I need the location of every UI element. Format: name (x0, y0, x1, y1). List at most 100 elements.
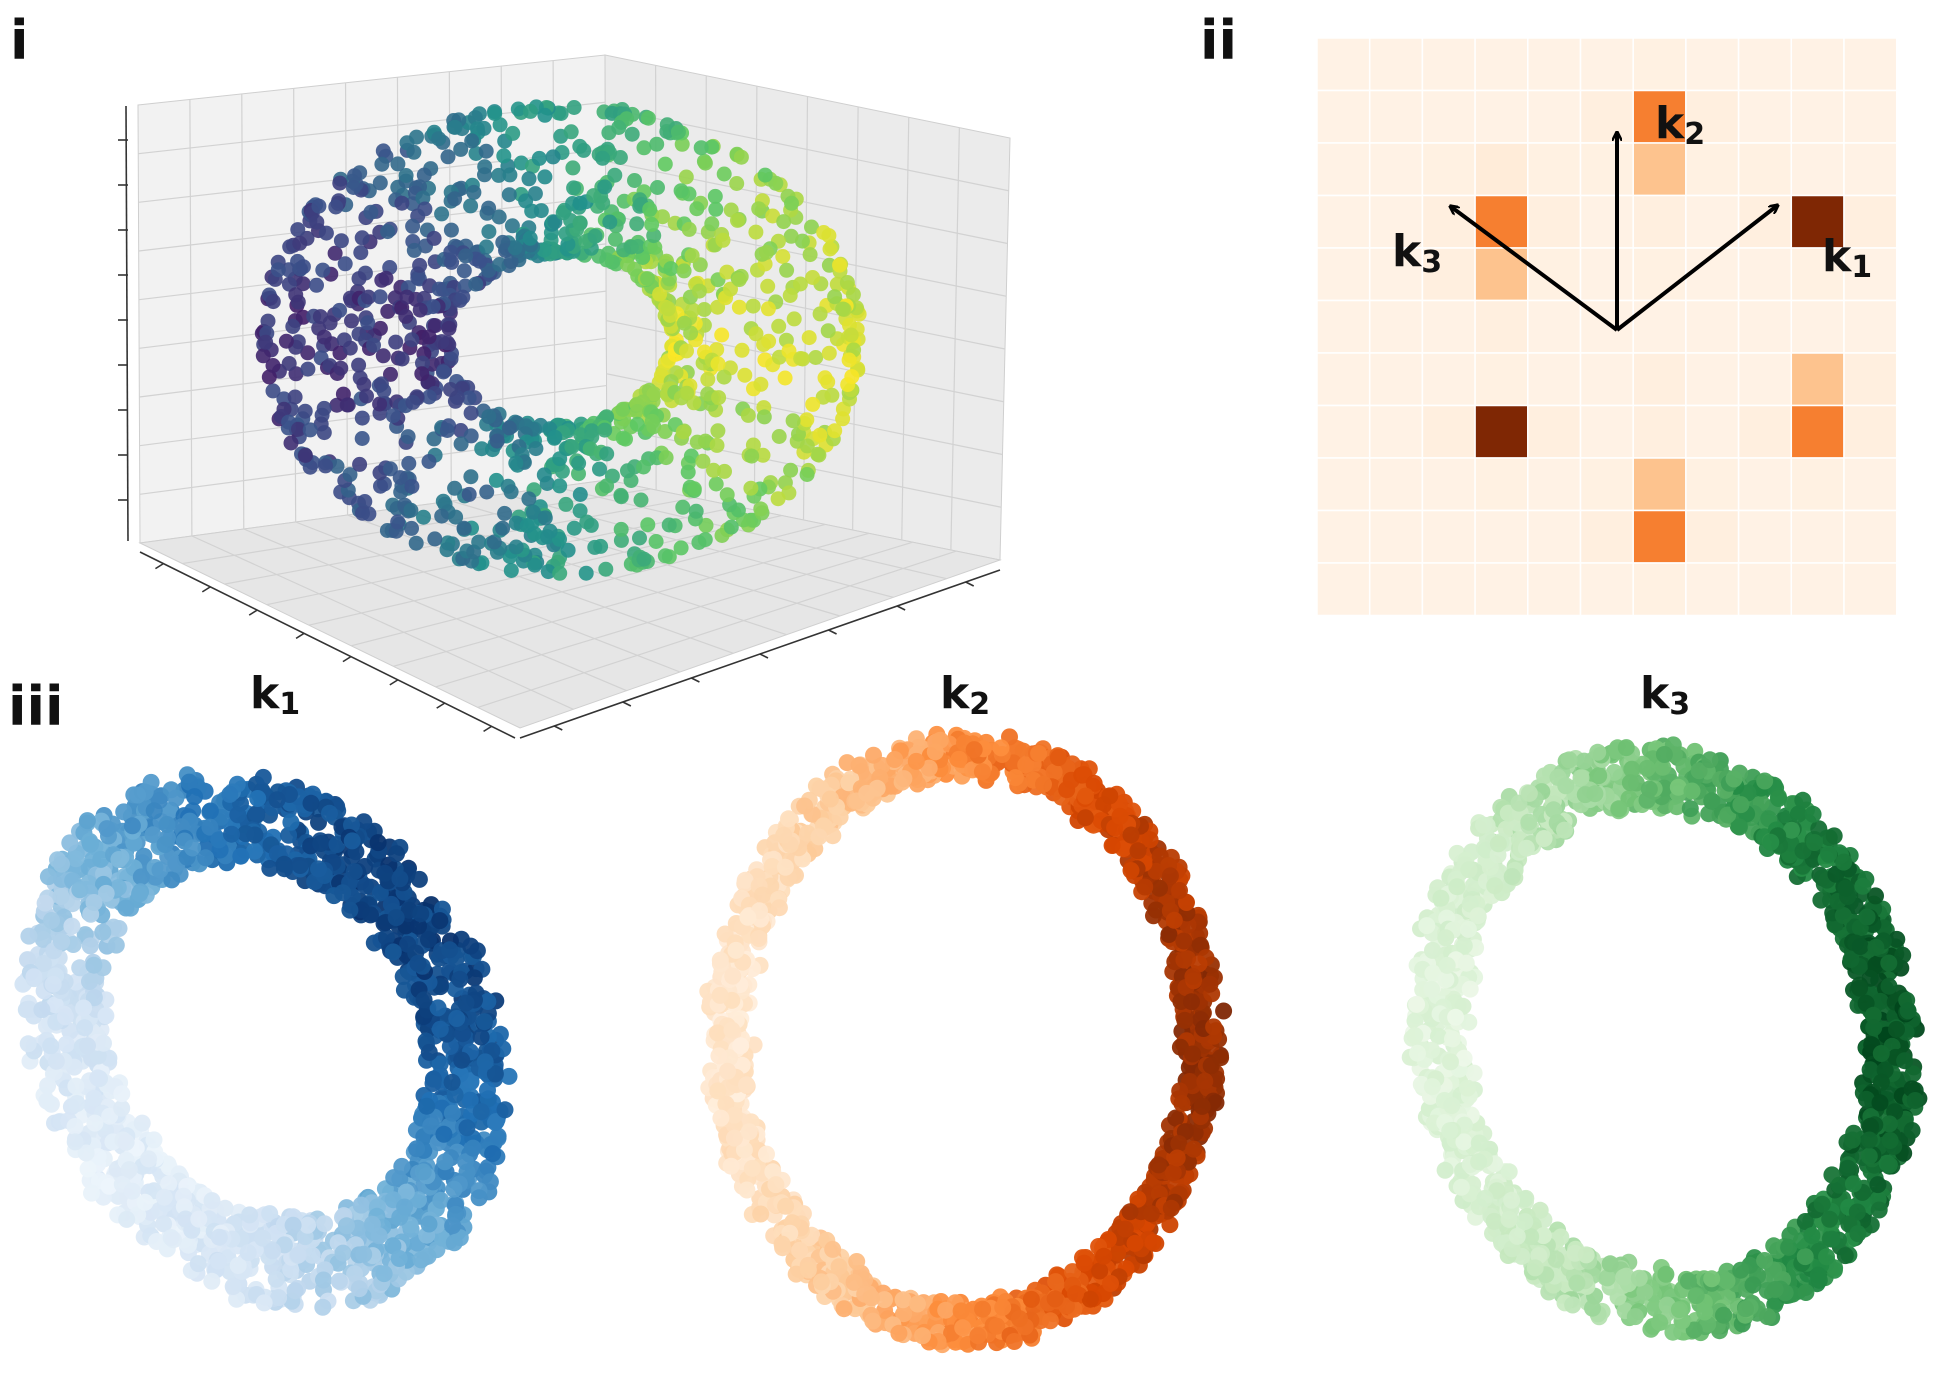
scatter-point (1890, 1027, 1908, 1045)
scatter-point (346, 1265, 364, 1283)
scatter-point (298, 1230, 315, 1248)
scatter-point (340, 828, 358, 846)
scatter-point (773, 1221, 791, 1239)
scatter-point (329, 877, 347, 895)
scatter-point (460, 1112, 478, 1130)
scatter-point (633, 492, 649, 508)
scatter-point (443, 351, 459, 367)
scatter-point (25, 1007, 43, 1025)
scatter-point (1110, 802, 1127, 820)
scatter-point (520, 244, 536, 260)
scatter-point (710, 356, 726, 372)
scatter-point (894, 1291, 912, 1309)
scatter-point (116, 881, 134, 898)
scatter-point (315, 262, 331, 278)
scatter-point (1109, 1244, 1127, 1262)
scatter-point (342, 896, 360, 914)
scatter-point (546, 430, 562, 446)
scatter-point (1182, 973, 1200, 991)
scatter-point (408, 1140, 426, 1158)
scatter-point (709, 985, 727, 1003)
scatter-point (788, 209, 804, 225)
scatter-point (497, 133, 513, 149)
scatter-point (455, 289, 471, 305)
scatter-point (424, 376, 440, 391)
ring-scatter-k1 (14, 766, 518, 1316)
scatter-point (1179, 950, 1197, 968)
scatter-point (727, 1068, 745, 1086)
scatter-point (415, 991, 433, 1009)
scatter-point (338, 1199, 356, 1217)
scatter-point (264, 799, 282, 817)
scatter-point (489, 1129, 507, 1147)
scatter-point (1890, 1078, 1908, 1096)
scatter-point (265, 1213, 283, 1231)
scatter-point (1074, 1263, 1092, 1281)
scatter-point (1092, 805, 1110, 823)
heatmap-cell (1737, 562, 1793, 617)
scatter-point (752, 481, 768, 497)
scatter-point (723, 202, 739, 218)
scatter-point (345, 833, 363, 851)
scatter-point (659, 253, 674, 269)
scatter-point (398, 434, 414, 450)
scatter-point (412, 179, 427, 195)
scatter-point (845, 779, 863, 797)
scatter-point (1480, 1147, 1498, 1165)
scatter-point (835, 401, 851, 417)
scatter-point (1049, 1292, 1067, 1310)
scatter-point (730, 1165, 748, 1183)
scatter-point (527, 547, 543, 563)
scatter-point (1205, 1018, 1223, 1036)
scatter-point (409, 988, 426, 1006)
scatter-point (334, 824, 352, 842)
scatter-point (1101, 787, 1119, 805)
scatter-point (106, 1167, 123, 1185)
scatter-point (725, 949, 743, 967)
scatter-point (245, 1229, 263, 1246)
scatter-point (449, 1059, 467, 1077)
scatter-point (602, 145, 618, 161)
scatter-point (239, 780, 257, 798)
scatter-point (228, 789, 246, 807)
scatter-point (938, 755, 956, 773)
heatmap-cell (1421, 37, 1476, 92)
scatter-point (1678, 767, 1696, 785)
scatter-point (697, 155, 713, 171)
scatter-point (565, 239, 581, 255)
scatter-point (225, 1279, 243, 1297)
scatter-point (668, 365, 684, 381)
scatter-point (959, 1335, 977, 1353)
scatter-point (480, 1183, 498, 1201)
scatter-point (664, 321, 679, 337)
scatter-point (743, 480, 759, 496)
scatter-point (932, 1293, 950, 1310)
scatter-point (1887, 1008, 1905, 1026)
scatter-point (734, 888, 752, 906)
scatter-point (436, 1089, 453, 1107)
scatter-point (97, 1007, 115, 1025)
scatter-point (350, 1246, 368, 1264)
scatter-point (477, 252, 493, 268)
scatter-point (700, 1079, 718, 1097)
scatter-point (1022, 1290, 1040, 1308)
scatter-point (1037, 763, 1055, 781)
scatter-point (710, 423, 726, 439)
scatter-point (1119, 807, 1137, 825)
scatter-point (1137, 838, 1155, 856)
scatter-point (1768, 1281, 1786, 1298)
scatter-point (284, 1216, 302, 1234)
scatter-point (499, 428, 514, 444)
scatter-point (1162, 848, 1180, 866)
scatter-point (352, 873, 370, 891)
scatter-point (1840, 1246, 1858, 1264)
scatter-point (1172, 1184, 1190, 1202)
scatter-point (356, 858, 374, 875)
scatter-point (1816, 836, 1834, 854)
scatter-point (973, 1317, 991, 1335)
scatter-point (40, 1000, 58, 1018)
scatter-point (1427, 922, 1445, 940)
scatter-point (1586, 785, 1604, 803)
scatter-point (254, 768, 272, 786)
scatter-point (316, 1259, 334, 1276)
